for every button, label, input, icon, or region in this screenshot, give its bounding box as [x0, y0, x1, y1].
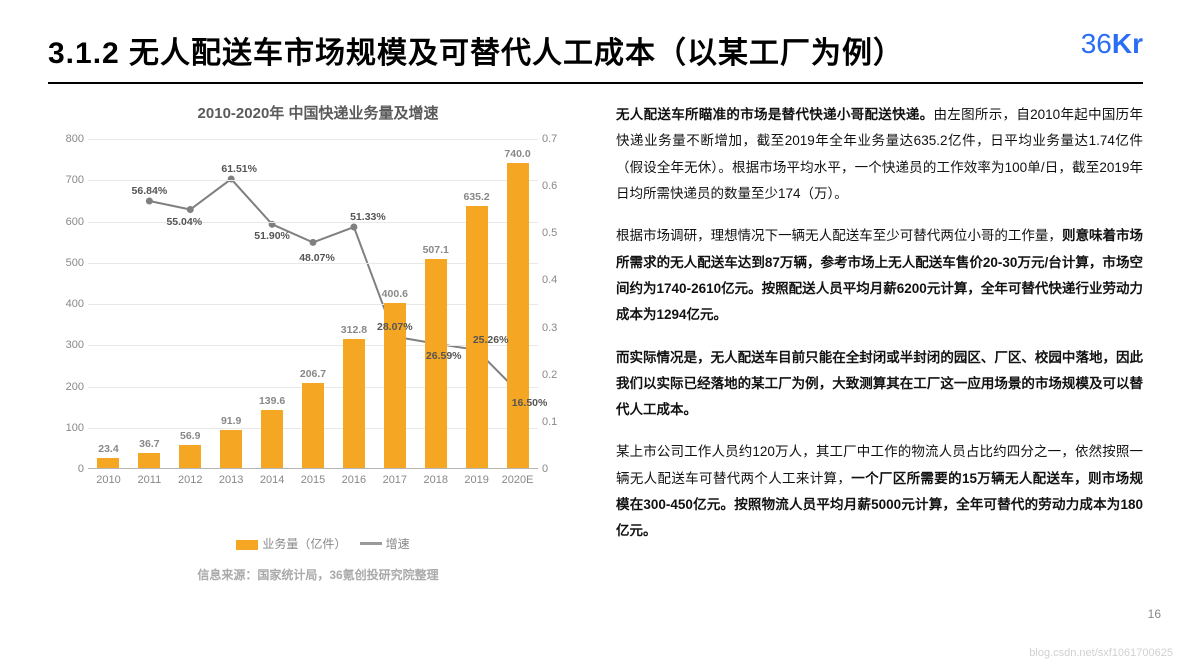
- chart-legend: 业务量（亿件） 增速: [48, 535, 588, 552]
- y-left-tick: 800: [54, 133, 84, 145]
- bar-value-label: 206.7: [300, 368, 326, 380]
- x-tick: 2012: [178, 474, 202, 486]
- y-left-tick: 200: [54, 381, 84, 393]
- chart-bar: [220, 430, 242, 468]
- x-tick: 2010: [96, 474, 120, 486]
- header: 3.1.2 无人配送车市场规模及可替代人工成本（以某工厂为例） 36Kr: [48, 28, 1143, 72]
- text-column: 无人配送车所瞄准的市场是替代快递小哥配送快递。由左图所示，自2010年起中国历年…: [616, 102, 1143, 583]
- y-left-tick: 300: [54, 339, 84, 351]
- chart-plot-area: 010020030040050060070080000.10.20.30.40.…: [88, 139, 538, 469]
- bar-value-label: 635.2: [463, 191, 489, 203]
- chart-column: 2010-2020年 中国快递业务量及增速 0 100 200 300 400 500 60…: [48, 102, 588, 583]
- x-tick: 2013: [219, 474, 243, 486]
- logo-36kr: 36Kr: [1081, 28, 1143, 60]
- bar-value-label: 400.6: [382, 288, 408, 300]
- chart-title: 2010-2020年 中国快递业务量及增速: [48, 102, 588, 123]
- line-pct-label: 26.59%: [426, 350, 462, 362]
- line-pct-label: 25.26%: [473, 334, 509, 346]
- legend-swatch-bar: [236, 540, 258, 550]
- y-right-tick: 0: [542, 463, 568, 475]
- legend-label-line: 增速: [386, 537, 410, 551]
- chart-bar: [343, 339, 365, 468]
- watermark: blog.csdn.net/sxf1061700625: [1029, 647, 1173, 659]
- chart-bar: [425, 259, 447, 468]
- line-pct-label: 51.90%: [254, 230, 290, 242]
- bar-value-label: 23.4: [98, 443, 118, 455]
- legend-label-bar: 业务量（亿件）: [262, 537, 346, 551]
- y-left-tick: 400: [54, 298, 84, 310]
- chart-bar: [507, 163, 529, 468]
- x-tick: 2014: [260, 474, 284, 486]
- y-right-tick: 0.7: [542, 133, 568, 145]
- y-right-tick: 0.1: [542, 416, 568, 428]
- y-right-tick: 0.2: [542, 369, 568, 381]
- bar-value-label: 312.8: [341, 324, 367, 336]
- bar-value-label: 740.0: [504, 148, 530, 160]
- logo-main: Kr: [1112, 28, 1143, 59]
- line-pct-label: 51.33%: [350, 211, 386, 223]
- chart-bar: [179, 445, 201, 468]
- y-left-tick: 700: [54, 174, 84, 186]
- x-tick: 2017: [383, 474, 407, 486]
- chart-bar: [261, 410, 283, 468]
- slide-root: 3.1.2 无人配送车市场规模及可替代人工成本（以某工厂为例） 36Kr 201…: [0, 0, 1191, 665]
- line-pct-label: 16.50%: [512, 397, 548, 409]
- bar-value-label: 56.9: [180, 430, 200, 442]
- chart-bar: [97, 458, 119, 468]
- x-tick: 2016: [342, 474, 366, 486]
- bar-value-label: 91.9: [221, 415, 241, 427]
- y-left-tick: 500: [54, 257, 84, 269]
- chart-source: 信息来源：国家统计局，36氪创投研究院整理: [48, 566, 588, 583]
- line-pct-label: 55.04%: [166, 216, 202, 228]
- paragraph-1: 无人配送车所瞄准的市场是替代快递小哥配送快递。由左图所示，自2010年起中国历年…: [616, 102, 1143, 207]
- p1-lead: 无人配送车所瞄准的市场是替代快递小哥配送快递。: [616, 107, 934, 122]
- chart-bar: [138, 453, 160, 468]
- y-right-tick: 0.3: [542, 322, 568, 334]
- paragraph-3: 而实际情况是，无人配送车目前只能在全封闭或半封闭的园区、厂区、校园中落地，因此我…: [616, 345, 1143, 424]
- y-left-tick: 600: [54, 216, 84, 228]
- content-row: 2010-2020年 中国快递业务量及增速 0 100 200 300 400 500 60…: [48, 102, 1143, 583]
- paragraph-2: 根据市场调研，理想情况下一辆无人配送车至少可替代两位小哥的工作量，则意味着市场所…: [616, 223, 1143, 328]
- bar-value-label: 507.1: [423, 244, 449, 256]
- logo-prefix: 36: [1081, 28, 1112, 59]
- bar-value-label: 36.7: [139, 438, 159, 450]
- p2-a: 根据市场调研，理想情况下一辆无人配送车至少可替代两位小哥的工作量，: [616, 228, 1062, 243]
- line-pct-label: 56.84%: [132, 185, 168, 197]
- title-divider: [48, 82, 1143, 84]
- bar-value-label: 139.6: [259, 395, 285, 407]
- page-title: 3.1.2 无人配送车市场规模及可替代人工成本（以某工厂为例）: [48, 28, 904, 72]
- x-tick: 2019: [464, 474, 488, 486]
- page-number: 16: [1148, 607, 1161, 621]
- x-tick: 2020E: [502, 474, 534, 486]
- legend-swatch-line: [360, 542, 382, 545]
- p3-bold: 而实际情况是，无人配送车目前只能在全封闭或半封闭的园区、厂区、校园中落地，因此我…: [616, 350, 1143, 418]
- line-pct-label: 48.07%: [299, 252, 335, 264]
- y-right-tick: 0.4: [542, 274, 568, 286]
- line-pct-label: 28.07%: [377, 321, 413, 333]
- y-right-tick: 0.5: [542, 227, 568, 239]
- paragraph-4: 某上市公司工作人员约120万人，其工厂中工作的物流人员占比约四分之一，依然按照一…: [616, 439, 1143, 544]
- line-pct-label: 61.51%: [221, 163, 257, 175]
- chart-bar: [302, 383, 324, 468]
- y-left-tick: 100: [54, 422, 84, 434]
- x-tick: 2018: [423, 474, 447, 486]
- x-tick: 2015: [301, 474, 325, 486]
- y-right-tick: 0.6: [542, 180, 568, 192]
- chart-box: 0 100 200 300 400 500 600 700 800 0 0.1 0.2 0.3 0.4 0.…: [48, 129, 568, 509]
- x-tick: 2011: [138, 474, 162, 486]
- y-left-tick: 0: [54, 463, 84, 475]
